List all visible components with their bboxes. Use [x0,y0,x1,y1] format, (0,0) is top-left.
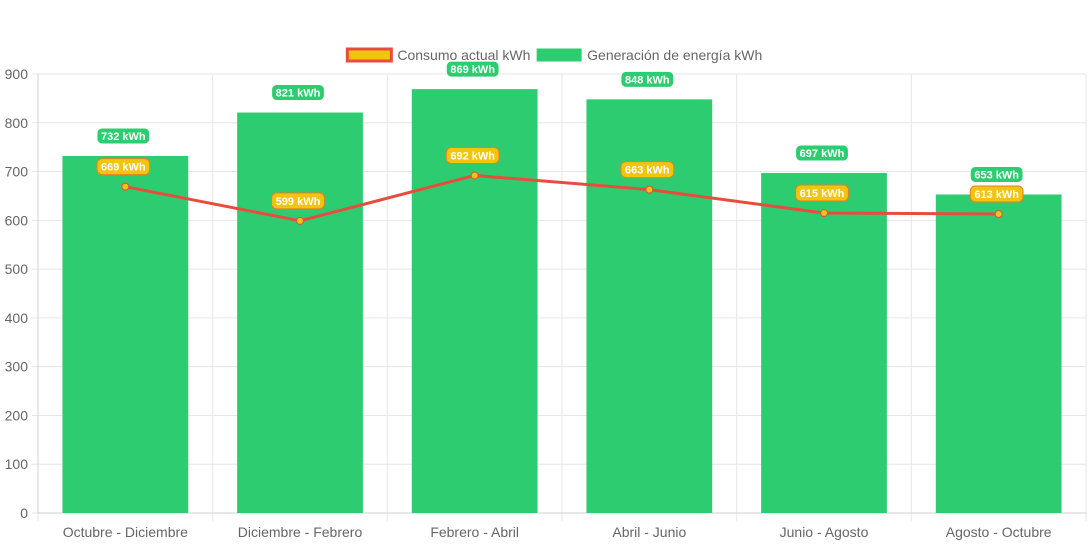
y-tick-label: 900 [5,66,29,82]
line-data-label-text: 669 kWh [101,162,146,174]
grid-layer [32,73,1087,521]
bar [237,112,363,513]
legend: Consumo actual kWh Generación de energía … [345,47,762,63]
y-tick-label: 800 [5,115,29,131]
bar-data-label: 697 kWh [795,144,849,162]
y-tick-label: 700 [5,164,29,180]
line-point [645,185,654,194]
line-data-label-box [445,146,500,164]
legend-label: Consumo actual kWh [397,47,530,63]
bar-data-label: 848 kWh [620,70,675,88]
line-data-label-box [969,185,1024,203]
line-data-label-box [96,158,151,176]
bar-data-label-box [271,84,325,102]
line-data-label-text: 663 kWh [625,165,670,177]
x-tick-label: Diciembre - Febrero [238,524,363,540]
bar [935,194,1062,513]
line-point [820,209,828,218]
bar-data-label-text: 821 kWh [276,88,321,100]
x-tick-label: Febrero - Abril [430,524,519,540]
y-tick-label: 300 [5,359,29,375]
line-point [470,171,479,180]
line-series-layer [121,171,1003,225]
bar-data-label-text: 848 kWh [625,74,670,86]
axis-layer: 0 100 200 300 400 500 600 700 800 900 Octubre - Di… [5,66,1086,540]
bar-data-label-box [445,60,500,78]
bar [761,173,887,513]
line-data-label-text: 599 kWh [276,196,321,208]
bar-data-label: 653 kWh [969,165,1024,183]
y-tick-label: 400 [5,310,29,326]
y-tick-label: 500 [5,261,29,277]
bar [62,155,189,514]
line-data-label: 615 kWh [795,184,849,202]
legend-swatch [536,48,582,62]
consumption-line [123,173,1001,223]
line-data-label-text: 692 kWh [450,150,495,162]
line-point [296,216,304,225]
line-data-label: 613 kWh [969,185,1024,203]
line-data-label-box [795,184,849,202]
line-data-label-text: 613 kWh [974,189,1019,201]
data-label-layer: 732 kWh 821 kWh 869 kWh 848 kWh 697 kWh 653 k… [96,60,1024,210]
bar-data-label-box [795,144,849,162]
line-data-label: 669 kWh [96,158,151,176]
legend-swatch [345,47,393,63]
bar-data-label: 821 kWh [271,84,325,102]
bar-data-label: 732 kWh [96,127,151,145]
bar-data-label-text: 732 kWh [101,131,146,143]
y-tick-label: 600 [5,212,29,228]
line-point [994,209,1003,218]
x-tick-label: Agosto - Octubre [946,524,1052,540]
y-tick-label: 100 [5,456,29,472]
legend-item-consumo: Consumo actual kWh [345,47,530,63]
line-point [121,182,130,191]
line-data-label-text: 615 kWh [800,188,845,200]
bar-data-label-box [969,165,1024,183]
line-data-label: 663 kWh [620,161,675,179]
x-tick-label: Junio - Agosto [780,524,869,540]
y-tick-label: 200 [5,407,29,423]
y-tick-label: 0 [20,505,28,521]
legend-item-generacion: Generación de energía kWh [536,47,762,63]
line-data-label-box [620,161,675,179]
bar-data-label-box [96,127,151,145]
bar-data-label-box [620,70,675,88]
x-tick-label: Octubre - Diciembre [63,524,188,540]
bar-series-layer [62,89,1062,514]
bar-data-label-text: 697 kWh [800,148,845,160]
x-tick-label: Abril - Junio [612,524,686,540]
bar-data-label: 869 kWh [445,60,500,78]
bar-data-label-text: 869 kWh [450,64,495,76]
line-data-label-box [271,192,325,210]
line-data-label: 692 kWh [445,146,500,164]
bar-data-label-text: 653 kWh [974,169,1019,181]
line-data-label: 599 kWh [271,192,325,210]
legend-label: Generación de energía kWh [587,47,762,63]
